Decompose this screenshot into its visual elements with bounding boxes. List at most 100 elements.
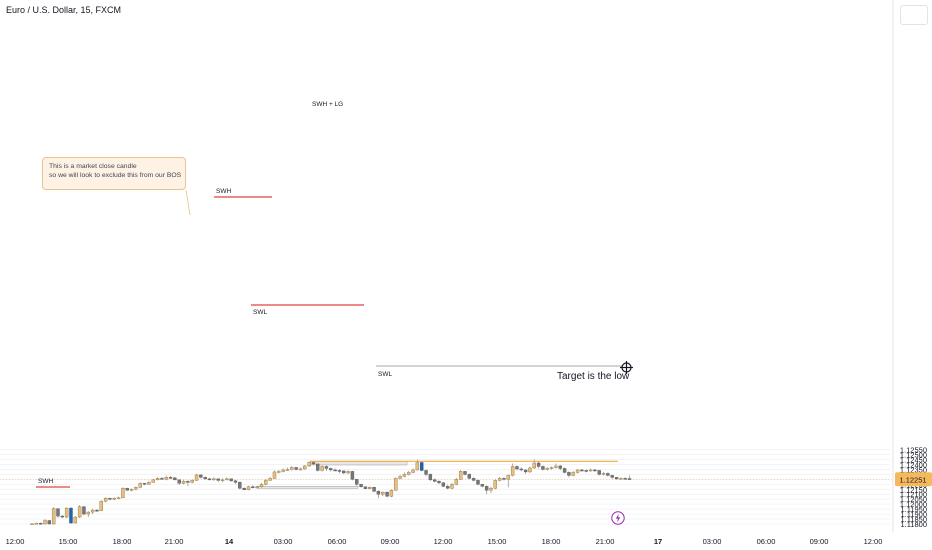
candle-body	[242, 488, 246, 490]
candle-body	[238, 482, 242, 489]
liquidity-zone-upper	[309, 461, 408, 466]
candle-body	[484, 486, 489, 491]
price-badge	[895, 472, 932, 487]
candle-body	[112, 498, 116, 500]
candle-body	[316, 463, 320, 471]
liquidity-zone-lower	[256, 486, 359, 489]
x-tick-label: 03:00	[274, 537, 293, 546]
candle-body	[497, 478, 502, 481]
settings-icon[interactable]	[900, 5, 928, 25]
candle-body	[69, 507, 73, 524]
candle-body	[363, 486, 368, 489]
y-tick-label: 1.12350	[900, 465, 927, 474]
candle-body	[294, 467, 298, 470]
candle-body	[64, 507, 69, 518]
lightning-icon[interactable]	[611, 511, 625, 525]
candle-body	[220, 479, 225, 482]
candle-body	[389, 490, 394, 497]
candle-body	[38, 523, 43, 525]
candle-body	[502, 478, 506, 480]
candle-body	[47, 520, 52, 525]
candle-body	[86, 511, 90, 515]
callout-line-1: This is a market close candle	[49, 163, 137, 170]
candle-body	[281, 469, 285, 472]
candle-body	[147, 482, 151, 485]
candle-body	[415, 462, 420, 471]
candle-body	[480, 484, 485, 487]
candle-body	[428, 474, 433, 481]
candle-body	[376, 491, 381, 495]
candle-body	[168, 477, 173, 479]
candle-body	[190, 480, 194, 483]
x-tick-label: 18:00	[113, 537, 132, 546]
candle-body	[580, 469, 584, 472]
candle-body	[610, 475, 614, 478]
candle-body	[225, 478, 229, 481]
candle-body	[541, 466, 545, 470]
y-tick-label: 1.12050	[900, 495, 927, 504]
candle-body	[381, 492, 385, 495]
candle-body	[173, 477, 177, 481]
candle-body	[562, 468, 567, 473]
callout-pointer	[185, 189, 191, 216]
x-tick-label: 18:00	[542, 537, 561, 546]
candle-body	[519, 468, 523, 471]
candle-body	[471, 478, 476, 481]
candle-body	[385, 492, 389, 497]
swh-lg-label: SWH + LG	[312, 101, 343, 108]
candle-body	[437, 481, 441, 484]
candle-body	[493, 480, 498, 489]
candle-body	[290, 467, 294, 470]
candle-body	[60, 515, 65, 518]
candle-body	[337, 470, 342, 472]
y-tick-label: 1.12150	[900, 485, 927, 494]
x-tick-label: 21:00	[165, 537, 184, 546]
candle-body	[627, 478, 632, 480]
x-tick-label: 15:00	[488, 537, 507, 546]
candle-body	[108, 498, 112, 500]
candle-body	[125, 488, 129, 491]
candle-body	[30, 523, 34, 526]
candle-body	[207, 478, 212, 481]
callout-note[interactable]: This is a market close candle so we will…	[42, 157, 186, 190]
candle-body	[298, 468, 303, 471]
candle-body	[601, 473, 606, 475]
x-tick-label: 12:00	[864, 537, 883, 546]
candle-body	[77, 506, 82, 518]
candle-body	[432, 479, 437, 482]
x-tick-label: 06:00	[328, 537, 347, 546]
callout-line-2: so we will look to exclude this from our…	[49, 172, 182, 179]
x-tick-label: 14	[225, 537, 234, 546]
candle-body	[82, 506, 86, 515]
candle-body	[549, 467, 554, 469]
candle-body	[420, 462, 424, 471]
candle-body	[536, 462, 541, 467]
candle-body	[142, 483, 147, 485]
candle-body	[186, 481, 190, 483]
x-tick-label: 15:00	[59, 537, 78, 546]
candle-body	[575, 469, 580, 473]
candle-body	[177, 479, 181, 484]
candle-body	[233, 480, 238, 483]
candle-body	[567, 472, 571, 476]
candle-body	[463, 471, 467, 475]
candle-body	[593, 469, 597, 472]
candle-body	[359, 484, 363, 488]
y-tick-label: 1.11850	[900, 515, 927, 524]
candle-body	[368, 487, 372, 489]
candle-body	[372, 487, 376, 492]
candle-body	[255, 486, 259, 488]
candle-body	[554, 465, 558, 468]
candle-body	[90, 509, 95, 513]
candle-body	[394, 478, 398, 491]
candle-body	[441, 482, 446, 487]
crosshair-icon[interactable]	[620, 361, 633, 374]
x-tick-label: 12:00	[6, 537, 25, 546]
candle-body	[614, 477, 619, 480]
candle-body	[194, 474, 199, 481]
candle-body	[424, 470, 428, 475]
candle-body	[259, 484, 264, 488]
candle-body	[350, 471, 355, 480]
candle-body	[229, 478, 233, 482]
